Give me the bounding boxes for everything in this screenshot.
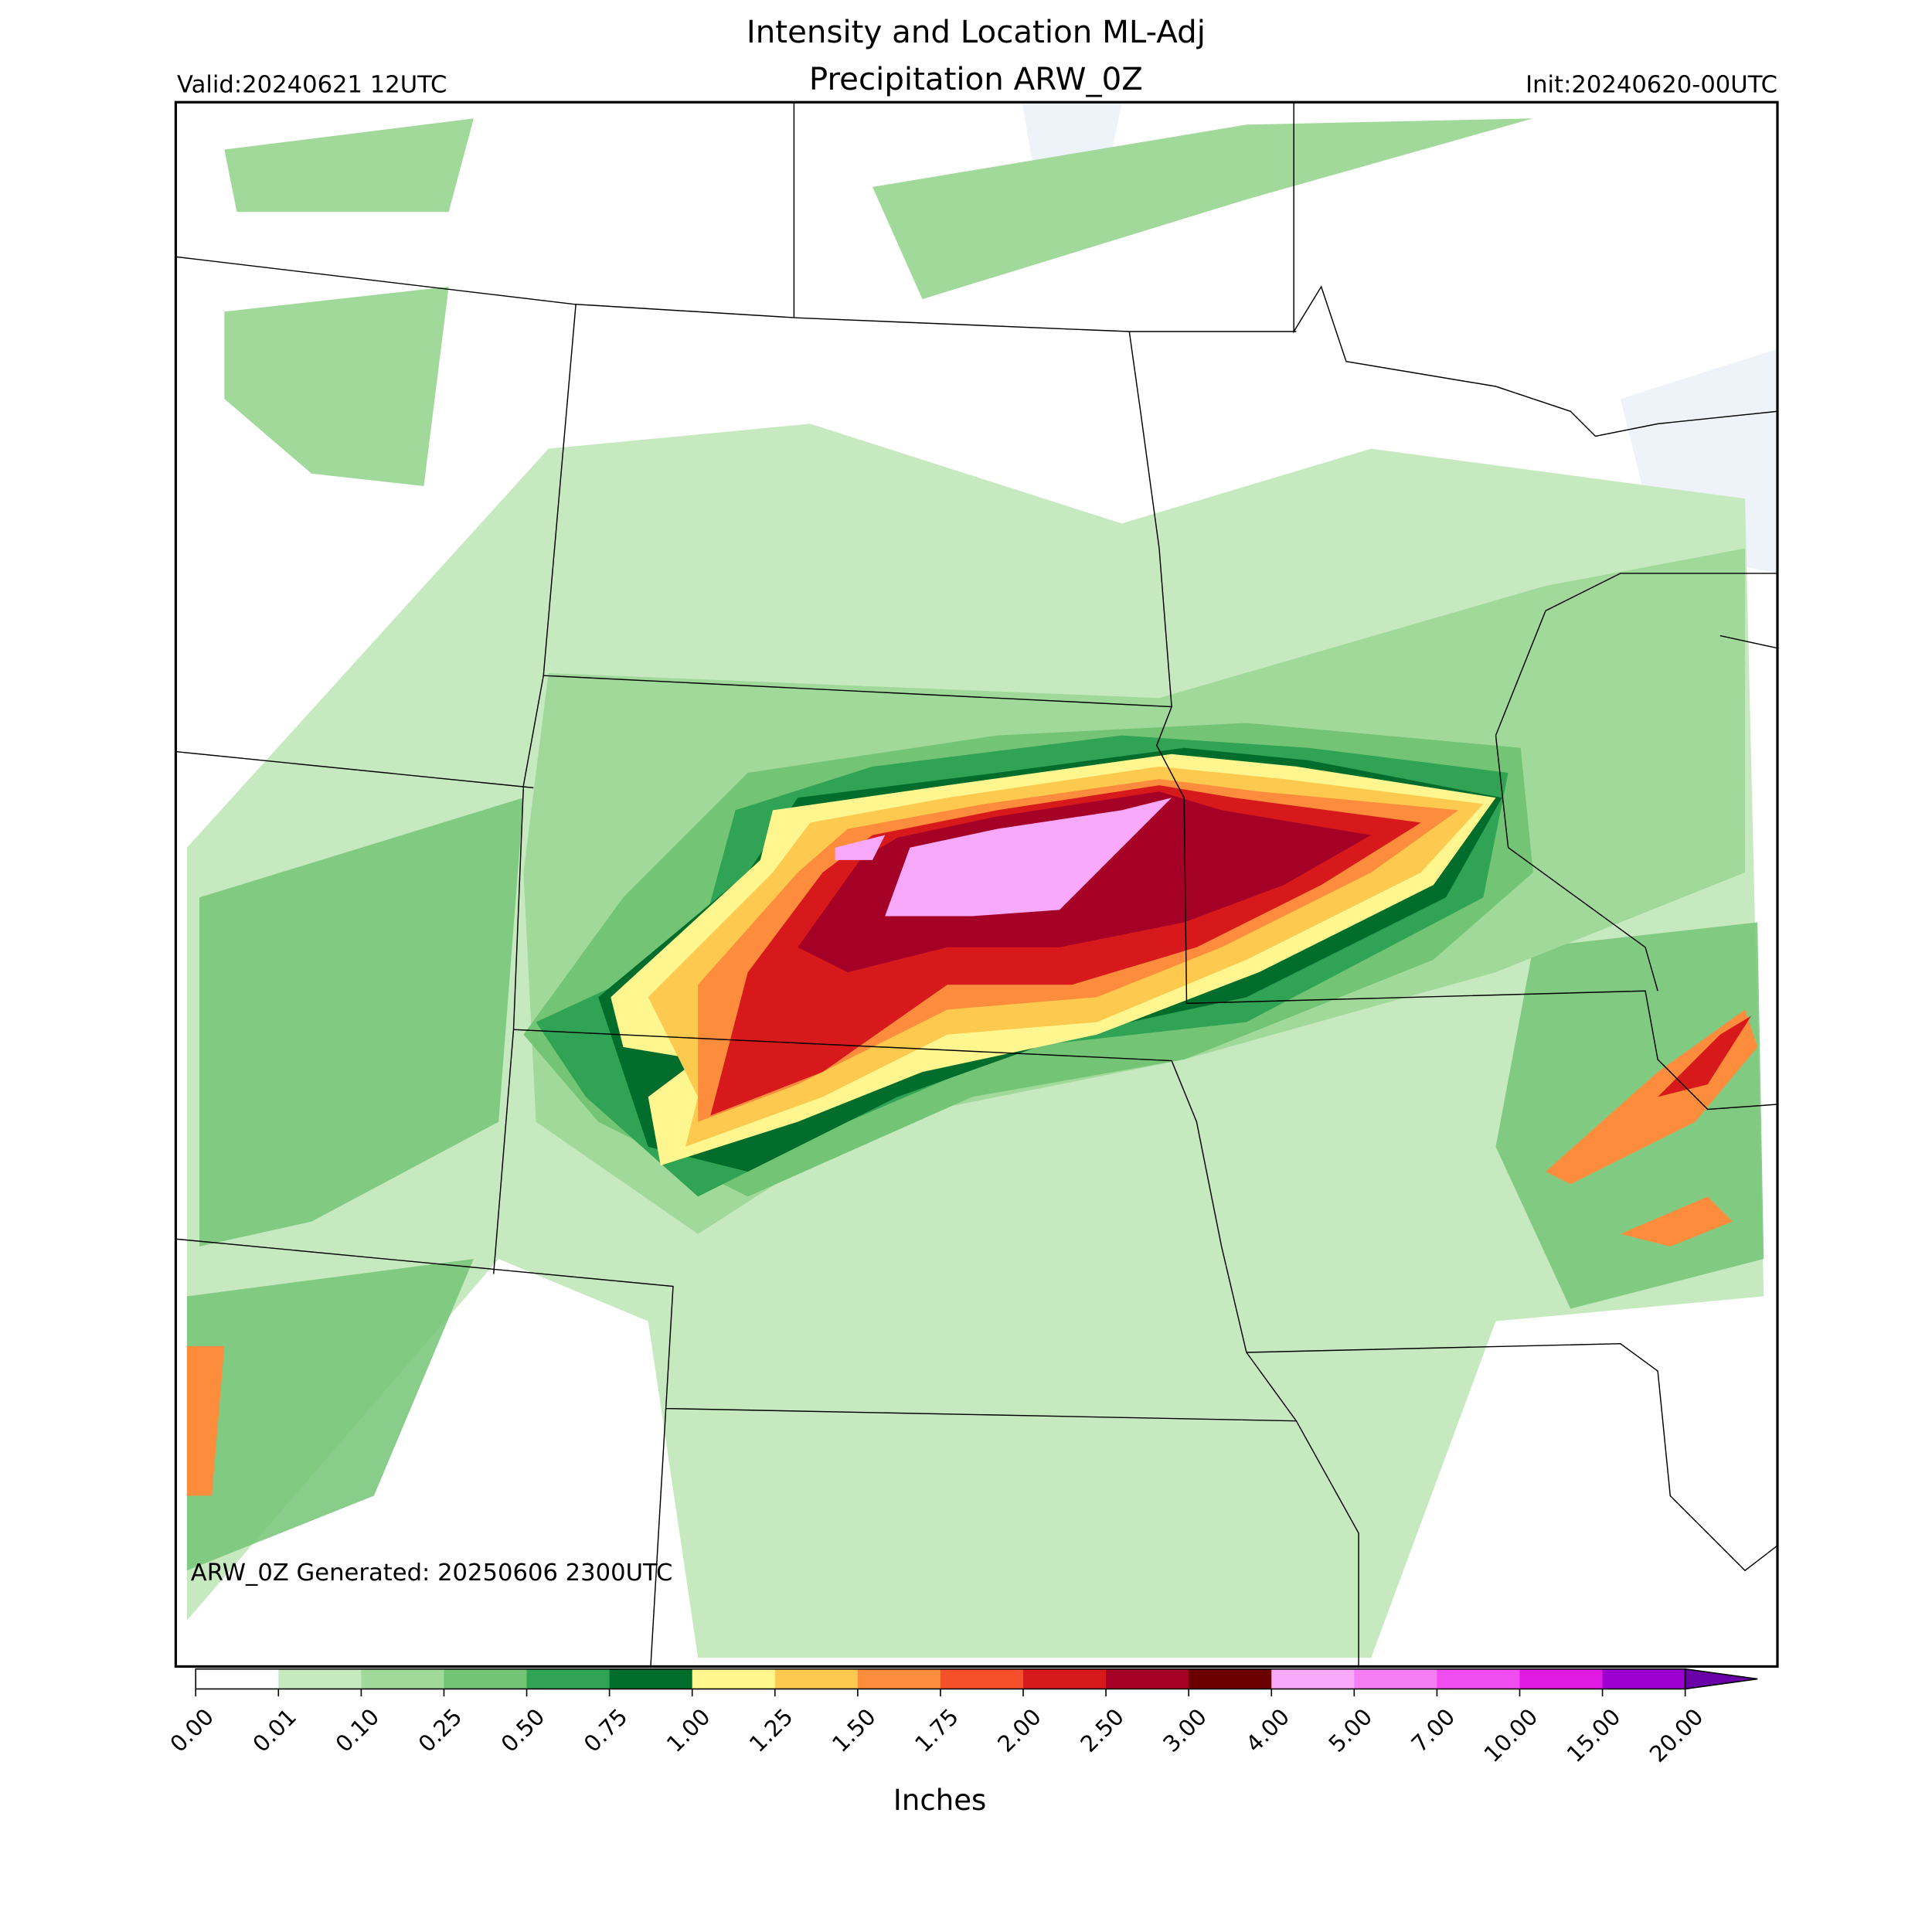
colorbar-tick-label: 3.00 <box>1158 1703 1212 1757</box>
colorbar-tick-label: 0.75 <box>579 1703 633 1757</box>
colorbar-tick-label: 4.00 <box>1240 1703 1294 1757</box>
colorbar-tick-label: 1.00 <box>662 1703 716 1757</box>
colorbar-segment <box>1271 1668 1355 1689</box>
colorbar: 0.00 0.01 0.10 0.25 0.50 0.75 1.00 1.25 1.50 1.75… <box>165 1668 1758 1767</box>
colorbar-segment <box>692 1668 776 1689</box>
colorbar-segment <box>609 1668 693 1689</box>
colorbar-tick-label: 0.50 <box>496 1703 550 1757</box>
colorbar-label: Inches <box>893 1784 986 1817</box>
colorbar-tick-label: 7.00 <box>1406 1703 1461 1757</box>
colorbar-segment <box>361 1668 445 1689</box>
colorbar-tick-label: 1.75 <box>910 1703 964 1757</box>
colorbar-segment <box>278 1668 362 1689</box>
colorbar-tick-label: 10.00 <box>1479 1703 1543 1767</box>
colorbar-segment <box>196 1668 280 1689</box>
colorbar-segment <box>1602 1668 1686 1689</box>
colorbar-segment <box>1189 1668 1273 1689</box>
colorbar-segment <box>1519 1668 1604 1689</box>
colorbar-segment <box>1023 1668 1107 1689</box>
colorbar-segment <box>774 1668 859 1689</box>
colorbar-tick-label: 2.50 <box>1075 1703 1129 1757</box>
valid-time: Valid:20240621 12UTC <box>177 71 447 98</box>
colorbar-segment <box>857 1668 941 1689</box>
precip-field <box>186 118 1764 1658</box>
colorbar-segment <box>526 1668 611 1689</box>
init-time: Init:20240620-00UTC <box>1526 71 1777 98</box>
colorbar-tick-label: 0.00 <box>165 1703 219 1757</box>
colorbar-tick-label: 0.10 <box>331 1703 385 1757</box>
colorbar-tick-label: 2.00 <box>992 1703 1046 1757</box>
borders <box>175 102 1777 1667</box>
map: ARW_0Z Generated: 20250606 2300UTC <box>175 102 1777 1667</box>
colorbar-tick-label: 5.00 <box>1323 1703 1377 1757</box>
colorbar-tick-label: 0.01 <box>247 1703 301 1757</box>
title-line1: Intensity and Location ML-Adj <box>747 14 1206 50</box>
colorbar-tick-label: 15.00 <box>1562 1703 1626 1767</box>
colorbar-tick-label: 20.00 <box>1645 1703 1709 1767</box>
colorbar-segment <box>1354 1668 1438 1689</box>
colorbar-segment <box>444 1668 528 1689</box>
colorbar-tick-label: 1.25 <box>744 1703 798 1757</box>
colorbar-segment <box>1106 1668 1189 1689</box>
colorbar-tick-label: 1.50 <box>827 1703 881 1757</box>
colorbar-extend <box>1684 1668 1758 1690</box>
colorbar-segment <box>1437 1668 1521 1689</box>
title-line2: Precipitation ARW_0Z <box>809 61 1143 97</box>
colorbar-segment <box>940 1668 1024 1689</box>
footnote: ARW_0Z Generated: 20250606 2300UTC <box>191 1560 673 1587</box>
map-frame <box>174 100 1779 1668</box>
colorbar-tick-label: 0.25 <box>413 1703 468 1757</box>
